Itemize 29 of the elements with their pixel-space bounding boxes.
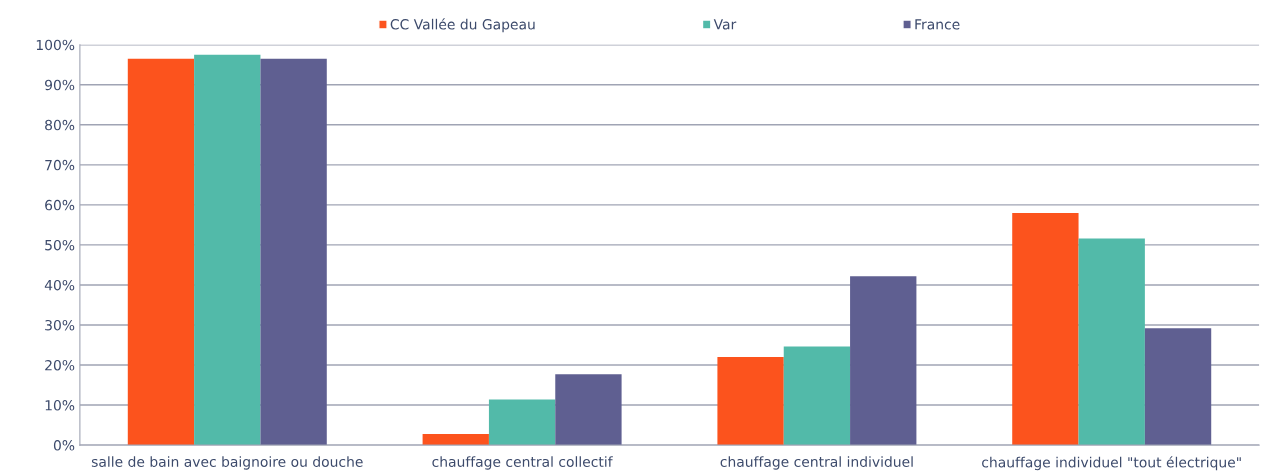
y-tick-label: 90% bbox=[45, 79, 75, 91]
x-tick-label: chauffage central collectif bbox=[432, 456, 613, 470]
bar bbox=[850, 276, 917, 446]
y-tick-label: 80% bbox=[45, 119, 75, 131]
y-tick-label: 30% bbox=[45, 319, 75, 331]
bar bbox=[260, 58, 327, 446]
bar bbox=[1012, 212, 1079, 446]
y-tick-label: 100% bbox=[36, 39, 75, 51]
legend-label: CC Vallée du Gapeau bbox=[390, 18, 535, 33]
y-tick-label: 40% bbox=[44, 279, 75, 291]
y-tick-label: 10% bbox=[45, 400, 75, 411]
y-tick-label: 0% bbox=[53, 440, 75, 451]
bar bbox=[1078, 238, 1145, 446]
legend-label: France bbox=[915, 19, 960, 30]
x-tick-label: salle de bain avec baignoire ou douche bbox=[91, 456, 363, 470]
bar bbox=[488, 399, 556, 446]
bar bbox=[555, 374, 622, 446]
legend-label: Var bbox=[713, 19, 737, 30]
y-tick-label: 70% bbox=[45, 159, 75, 171]
x-tick-label: chauffage central individuel bbox=[720, 456, 913, 470]
y-tick-label: 60% bbox=[45, 199, 75, 211]
y-tick-label: 20% bbox=[45, 359, 75, 371]
bar bbox=[194, 54, 261, 446]
bar bbox=[783, 346, 851, 446]
y-tick-label: 50% bbox=[45, 239, 75, 251]
bar bbox=[127, 58, 195, 446]
bar bbox=[717, 357, 784, 446]
x-tick-label: chauffage individuel "tout électrique" bbox=[982, 456, 1241, 471]
bar bbox=[1144, 328, 1212, 446]
